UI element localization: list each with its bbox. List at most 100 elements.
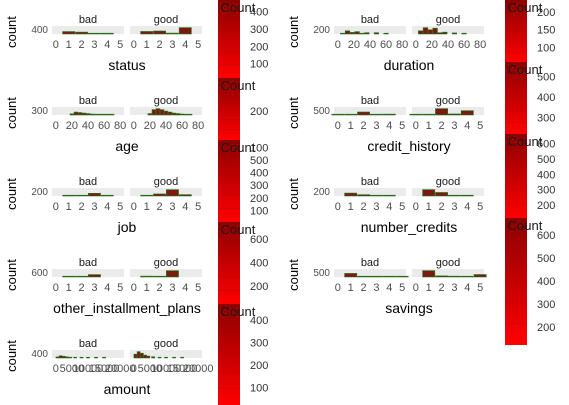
legend-tick-label: 400 <box>537 169 555 181</box>
facet-strip-bad <box>52 255 124 269</box>
bar-good-4 <box>460 110 474 116</box>
bar-bad-2 <box>357 194 370 197</box>
facet-strip-good <box>130 255 202 269</box>
bar-good-3 <box>448 275 461 278</box>
bar-bad-2 <box>75 194 88 197</box>
x-tick-label: 40 <box>82 120 94 132</box>
x-tick-label: 3 <box>451 120 457 132</box>
x-tick-label: 5 <box>117 282 123 294</box>
x-tick-label: 80 <box>396 39 408 51</box>
bar-good-2 <box>435 275 448 278</box>
x-axis-label: savings <box>385 300 432 316</box>
x-tick-label: 1 <box>426 282 432 294</box>
x-tick-label: 1 <box>144 282 150 294</box>
x-tick-label: 2 <box>361 282 367 294</box>
legend-tick-label: 500 <box>537 253 555 265</box>
panel-bad <box>52 350 124 358</box>
legend-tick-label: 200 <box>537 322 555 334</box>
bar-bad-2 <box>357 111 370 116</box>
bar-good-1 <box>140 31 154 35</box>
facet-label-good: good <box>436 257 460 269</box>
bar-bad-36 <box>364 32 370 35</box>
bar-good-30 <box>155 108 161 116</box>
x-axis-label: amount <box>104 381 151 397</box>
bar-bad-1 <box>344 192 358 197</box>
y-axis-label: count <box>286 178 301 210</box>
bar-bad-70 <box>109 113 115 116</box>
bar-good-2 <box>153 275 166 278</box>
bar-good-18 <box>427 29 433 35</box>
bar-good-1500 <box>136 351 141 359</box>
bar-bad-60 <box>383 32 389 35</box>
bar-bad-24 <box>354 31 360 35</box>
x-tick-label: 1 <box>66 39 72 51</box>
bar-bad-1 <box>62 31 76 35</box>
bar-good-8000 <box>157 356 162 359</box>
panel-bad <box>334 269 406 277</box>
x-tick-label: 5 <box>117 201 123 213</box>
bar-good-25 <box>151 109 157 116</box>
legend-tick-label: 400 <box>537 92 555 104</box>
legend-tick-label: 600 <box>250 234 268 246</box>
panel-bad <box>52 107 124 115</box>
y-tick-label: 400 <box>31 25 48 36</box>
x-tick-label: 4 <box>182 282 188 294</box>
bar-bad-4 <box>100 32 114 35</box>
facet-strip-good <box>412 93 484 107</box>
x-tick-label: 15000 <box>167 363 198 375</box>
x-tick-label: 3 <box>451 282 457 294</box>
panel-bad <box>334 26 406 34</box>
bar-bad-3 <box>88 193 101 197</box>
y-axis-label: count <box>286 259 301 291</box>
legend-tick-label: 300 <box>537 113 555 125</box>
x-tick-label: 3 <box>169 39 175 51</box>
bar-good-65 <box>183 113 189 116</box>
legend-tick-label: 300 <box>537 299 555 311</box>
bar-bad-3 <box>88 274 101 278</box>
bar-bad-30 <box>359 32 365 35</box>
x-tick-label: 5 <box>399 282 405 294</box>
bar-good-500 <box>133 353 138 359</box>
bar-bad-48 <box>373 32 380 35</box>
facet-strip-good <box>130 12 202 26</box>
bar-good-15000 <box>180 356 184 359</box>
x-tick-label: 0 <box>335 120 341 132</box>
bar-good-1 <box>140 194 154 197</box>
bar-bad-4 <box>100 194 114 197</box>
x-tick-label: 3 <box>91 282 97 294</box>
x-tick-label: 80 <box>114 120 126 132</box>
x-tick-label: 3 <box>91 39 97 51</box>
legend-tick-label: 150 <box>537 25 555 37</box>
panel-good <box>412 269 484 277</box>
legend-tick-label: 500 <box>537 72 555 84</box>
bar-good-3 <box>166 270 179 278</box>
facet-label-good: good <box>436 176 460 188</box>
x-tick-label: 40 <box>442 39 454 51</box>
x-tick-label: 0 <box>335 282 341 294</box>
x-tick-label: 0 <box>53 39 59 51</box>
bar-bad-65 <box>105 113 111 116</box>
x-tick-label: 4 <box>386 201 392 213</box>
legend-tick-label: 400 <box>250 258 268 270</box>
x-tick-label: 1 <box>144 201 150 213</box>
facet-label-good: good <box>154 176 178 188</box>
x-tick-label: 20 <box>426 39 438 51</box>
bar-bad-6 <box>340 32 346 35</box>
bar-good-48 <box>451 32 458 35</box>
bar-bad-3 <box>370 275 383 278</box>
legend-tick-label: 200 <box>250 193 268 205</box>
legend-tick-label: 200 <box>250 281 268 293</box>
facet-label-bad: bad <box>361 14 379 26</box>
legend-tick-label: 600 <box>537 230 555 242</box>
legend-title: Count <box>221 0 256 15</box>
bar-bad-2 <box>75 31 88 35</box>
bar-bad-12 <box>344 30 351 35</box>
x-tick-label: 2 <box>361 120 367 132</box>
x-tick-label: 0 <box>131 201 137 213</box>
bar-bad-500 <box>55 356 60 359</box>
x-tick-label: 5 <box>117 39 123 51</box>
panel-good <box>130 26 202 34</box>
y-axis-label: count <box>4 16 19 48</box>
bar-good-12500 <box>172 356 176 359</box>
x-tick-label: 2 <box>439 201 445 213</box>
